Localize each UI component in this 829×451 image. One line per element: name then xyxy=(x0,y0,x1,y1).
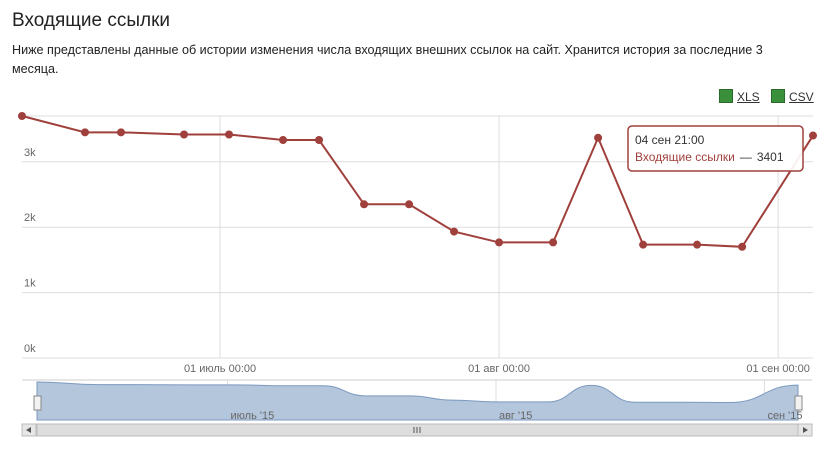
x-tick-label: 01 июль 00:00 xyxy=(184,363,256,375)
data-point xyxy=(180,130,189,139)
y-tick-label: 3k xyxy=(24,147,36,159)
data-point xyxy=(738,242,747,251)
nav-tick-label: авг '15 xyxy=(499,410,532,422)
arrow-left xyxy=(26,427,31,433)
arrow-right xyxy=(803,427,808,433)
data-point xyxy=(81,128,90,137)
nav-handle[interactable] xyxy=(33,395,42,411)
tooltip-title: 04 сен 21:00 xyxy=(635,133,705,147)
xls-link[interactable]: XLS xyxy=(719,89,760,104)
description: Ниже представлены данные об истории изме… xyxy=(12,43,763,76)
data-point xyxy=(693,240,702,249)
data-point xyxy=(594,133,603,142)
xls-label[interactable]: XLS xyxy=(737,90,760,104)
page-title: Входящие ссылки xyxy=(12,10,171,31)
nav-area xyxy=(36,381,799,421)
x-tick-label: 01 авг 00:00 xyxy=(468,363,530,375)
nav-tick-label: сен '15 xyxy=(767,410,802,422)
nav-tick-label: июль '15 xyxy=(231,410,275,422)
y-tick-label: 1k xyxy=(24,278,36,290)
x-tick-label: 01 сен 00:00 xyxy=(746,363,810,375)
tooltip-series: Входящие ссылки xyxy=(635,150,735,164)
data-point xyxy=(450,227,459,236)
data-point xyxy=(549,238,558,247)
csv-link[interactable]: CSV xyxy=(771,89,814,104)
tooltip-box xyxy=(627,125,804,172)
data-point xyxy=(225,130,234,139)
data-point xyxy=(639,240,648,249)
data-point xyxy=(405,200,414,209)
data-point xyxy=(18,112,26,120)
data-point xyxy=(360,200,369,209)
tooltip: 04 сен 21:00 Входящие ссылки — 3401 xyxy=(627,125,804,172)
data-point xyxy=(809,131,817,140)
data-point xyxy=(279,136,288,145)
data-point xyxy=(117,128,126,137)
tooltip-value: 3401 xyxy=(757,150,784,164)
data-point xyxy=(495,238,504,247)
csv-label[interactable]: CSV xyxy=(789,90,814,104)
y-tick-label: 0k xyxy=(24,343,36,355)
tooltip-sep: — xyxy=(740,150,752,164)
tooltip-row: Входящие ссылки — 3401 xyxy=(635,150,784,164)
nav-handle[interactable] xyxy=(794,395,803,411)
y-tick-label: 2k xyxy=(24,212,36,224)
data-point xyxy=(315,136,324,145)
